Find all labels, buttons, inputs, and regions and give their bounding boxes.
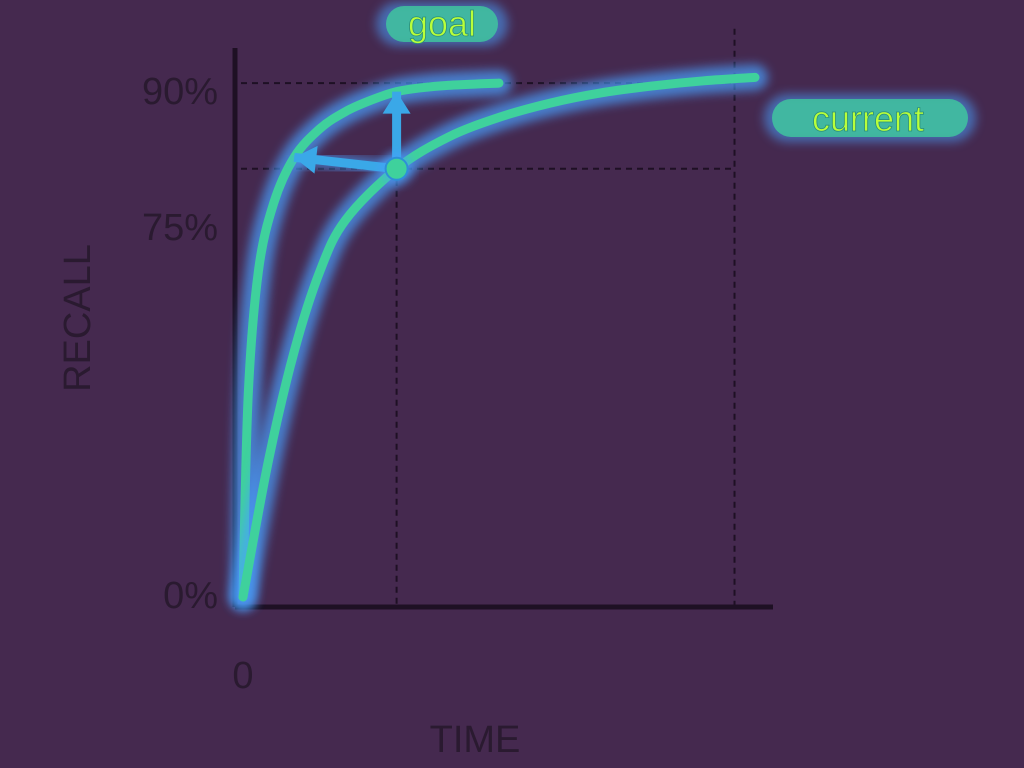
series-label-goal: goal [408,3,476,44]
series-label-current: current [812,98,924,139]
goal-label: goal [376,2,508,46]
x-axis-label: TIME [430,719,521,761]
x-tick-label: 0 [232,655,253,697]
y-tick-label: 75% [142,207,218,249]
y-tick-label: 90% [142,71,218,113]
y-axis-label: RECALL [57,244,99,392]
y-tick-label: 0% [163,575,218,617]
current-label: current [764,94,976,142]
intersection-marker [386,158,408,180]
